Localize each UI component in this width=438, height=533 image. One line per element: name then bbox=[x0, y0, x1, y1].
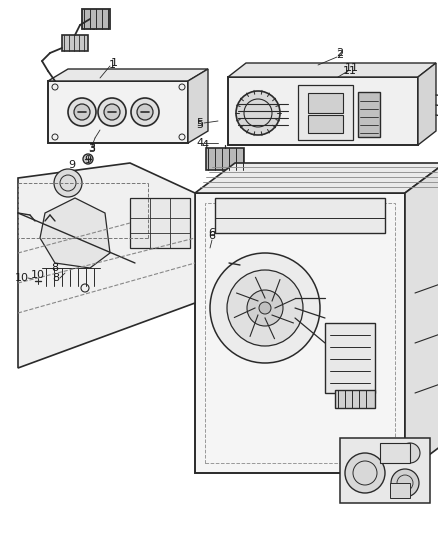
Circle shape bbox=[236, 91, 280, 135]
Text: 6: 6 bbox=[208, 231, 215, 241]
Bar bbox=[325, 323, 375, 393]
Polygon shape bbox=[188, 69, 208, 143]
Bar bbox=[335, 390, 375, 408]
Text: 3: 3 bbox=[88, 144, 95, 154]
Text: 4: 4 bbox=[201, 140, 208, 150]
Bar bbox=[298, 85, 353, 140]
Text: 11: 11 bbox=[345, 63, 359, 73]
Text: 5: 5 bbox=[197, 118, 204, 128]
Bar bbox=[42, 246, 100, 288]
Circle shape bbox=[400, 443, 420, 463]
Text: 4: 4 bbox=[196, 138, 204, 148]
Circle shape bbox=[345, 453, 385, 493]
Circle shape bbox=[247, 290, 283, 326]
Bar bbox=[308, 115, 343, 133]
Polygon shape bbox=[195, 163, 438, 193]
Text: 1: 1 bbox=[109, 60, 116, 70]
Text: 8: 8 bbox=[51, 263, 59, 273]
Bar bbox=[130, 198, 190, 248]
Bar bbox=[48, 81, 188, 143]
Text: 9: 9 bbox=[85, 155, 92, 165]
Circle shape bbox=[131, 98, 159, 126]
Text: 5: 5 bbox=[197, 120, 204, 130]
Bar bbox=[205, 203, 395, 463]
Bar bbox=[390, 483, 410, 498]
Circle shape bbox=[210, 253, 320, 363]
Text: 8: 8 bbox=[53, 273, 60, 283]
Bar bbox=[62, 35, 88, 51]
Circle shape bbox=[215, 256, 229, 270]
Circle shape bbox=[83, 154, 93, 164]
Circle shape bbox=[259, 302, 271, 314]
Bar bbox=[340, 438, 430, 503]
Circle shape bbox=[104, 104, 120, 120]
Text: 10: 10 bbox=[31, 270, 45, 280]
Bar bbox=[195, 193, 405, 473]
Text: 3: 3 bbox=[88, 143, 95, 153]
Bar bbox=[82, 9, 110, 29]
Circle shape bbox=[391, 469, 419, 497]
Bar bbox=[228, 77, 418, 145]
Bar bbox=[206, 148, 244, 170]
Text: 6: 6 bbox=[208, 228, 215, 238]
Polygon shape bbox=[405, 163, 438, 473]
Circle shape bbox=[33, 276, 43, 286]
Text: 10: 10 bbox=[15, 273, 29, 283]
Circle shape bbox=[98, 98, 126, 126]
Text: 9: 9 bbox=[68, 160, 76, 170]
Circle shape bbox=[68, 98, 96, 126]
Circle shape bbox=[137, 104, 153, 120]
Polygon shape bbox=[48, 69, 208, 81]
Polygon shape bbox=[40, 198, 110, 268]
Text: 1: 1 bbox=[110, 58, 117, 68]
Text: 2: 2 bbox=[336, 50, 343, 60]
Text: 11: 11 bbox=[343, 66, 357, 76]
Bar bbox=[308, 93, 343, 113]
Bar bbox=[44, 268, 98, 286]
Bar bbox=[215, 198, 385, 233]
Polygon shape bbox=[418, 63, 436, 145]
Circle shape bbox=[54, 169, 82, 197]
Text: 2: 2 bbox=[336, 48, 343, 58]
Circle shape bbox=[227, 270, 303, 346]
Polygon shape bbox=[18, 163, 195, 368]
Polygon shape bbox=[228, 63, 436, 77]
Bar bbox=[358, 92, 380, 137]
Bar bbox=[380, 443, 410, 463]
Circle shape bbox=[74, 104, 90, 120]
